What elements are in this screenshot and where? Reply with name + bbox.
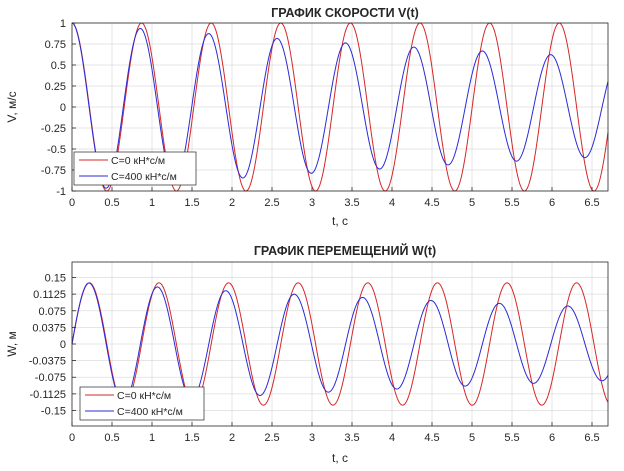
legend-box	[79, 386, 205, 421]
x-tick-label: 1	[149, 432, 155, 444]
chart-title: ГРАФИК ПЕРЕМЕЩЕНИЙ W(t)	[254, 243, 436, 258]
legend-label-series-0: C=0 кН*с/м	[117, 390, 171, 402]
y-tick-label: -1	[56, 186, 66, 198]
chart-title: ГРАФИК СКОРОСТИ V(t)	[271, 6, 419, 20]
y-tick-label: 0.075	[38, 306, 66, 318]
series-line-1	[71, 22, 609, 189]
x-tick-label: 3	[309, 432, 315, 444]
x-tick-label: 4	[389, 432, 395, 444]
y-tick-label: -0.0375	[29, 356, 66, 368]
y-tick-label: 0.1125	[33, 289, 66, 301]
series-line-0	[71, 282, 609, 406]
x-tick-label: 3.5	[344, 197, 359, 209]
x-tick-label: 5	[469, 197, 475, 209]
x-tick-label: 6	[549, 197, 555, 209]
x-tick-label: 5.5	[504, 197, 519, 209]
y-tick-label: 0	[60, 339, 66, 351]
y-tick-label: -0.15	[41, 405, 66, 417]
legend: C=0 кН*с/м C=400 кН*с/м	[79, 386, 205, 421]
x-tick-label: 5.5	[504, 432, 519, 444]
y-tick-label: -0.5	[47, 144, 66, 156]
x-tick-label: 0.5	[104, 432, 119, 444]
x-tick-label: 1	[149, 197, 155, 209]
x-tick-label: 6	[549, 432, 555, 444]
x-tick-label: 4.5	[424, 197, 439, 209]
y-tick-label: -0.25	[41, 123, 66, 135]
legend-label-series-1: C=400 кН*с/м	[117, 406, 183, 418]
legend-label-series-1: C=400 кН*с/м	[111, 171, 177, 183]
y-tick-label: 0	[60, 102, 66, 114]
x-tick-label: 0	[69, 432, 75, 444]
y-tick-label: 0.5	[51, 60, 66, 72]
x-tick-label: 0	[69, 197, 75, 209]
ticks: 0 0.5 1 1.5 2 2.5 3 3.5 4 4.5 5 5.5 6 6.5 0.15 0.1125 0.…	[29, 273, 600, 444]
legend-label-series-0: C=0 кН*с/м	[111, 155, 165, 167]
x-tick-label: 2	[229, 432, 235, 444]
x-tick-label: 0.5	[104, 197, 119, 209]
y-tick-label: 0.75	[45, 39, 66, 51]
x-tick-label: 2.5	[264, 197, 279, 209]
y-tick-label: -0.075	[35, 372, 66, 384]
y-tick-label: 1	[60, 18, 66, 30]
ticks: 0 0.5 1 1.5 2 2.5 3 3.5 4 4.5 5 5.5 6 6.5 1 0.75 0.5 0.25…	[41, 18, 600, 209]
x-tick-label: 3.5	[344, 432, 359, 444]
x-tick-label: 3	[309, 197, 315, 209]
velocity-chart: ГРАФИК СКОРОСТИ V(t) 0 0.5 1 1.5 2 2.5 3 3.5 4 4.…	[5, 6, 609, 228]
y-tick-label: -0.1125	[30, 389, 67, 401]
series-line-1	[71, 282, 609, 404]
x-tick-label: 5	[469, 432, 475, 444]
y-axis-label: W, м	[5, 331, 19, 357]
x-tick-label: 2.5	[264, 432, 279, 444]
x-tick-label: 2	[229, 197, 235, 209]
y-axis-label: V, м/c	[5, 91, 19, 122]
x-tick-label: 6.5	[584, 432, 599, 444]
y-tick-label: 0.25	[45, 81, 66, 93]
x-tick-label: 6.5	[584, 197, 599, 209]
series-line-0	[71, 22, 609, 192]
curves	[71, 22, 609, 192]
displacement-chart: ГРАФИК ПЕРЕМЕЩЕНИЙ W(t) 0 0.5 1 1.5 2 2.5 3 3.5…	[5, 243, 609, 465]
x-tick-label: 4.5	[424, 432, 439, 444]
legend-box	[73, 151, 197, 186]
x-axis-label: t, c	[332, 214, 348, 228]
x-axis-label: t, c	[332, 451, 348, 465]
x-tick-label: 1.5	[184, 197, 199, 209]
legend: C=0 кН*с/м C=400 кН*с/м	[73, 151, 197, 186]
x-tick-label: 1.5	[184, 432, 199, 444]
y-tick-label: 0.15	[45, 273, 66, 285]
y-tick-label: 0.0375	[32, 322, 66, 334]
y-tick-label: -0.75	[41, 165, 66, 177]
x-tick-label: 4	[389, 197, 395, 209]
curves	[71, 282, 609, 406]
